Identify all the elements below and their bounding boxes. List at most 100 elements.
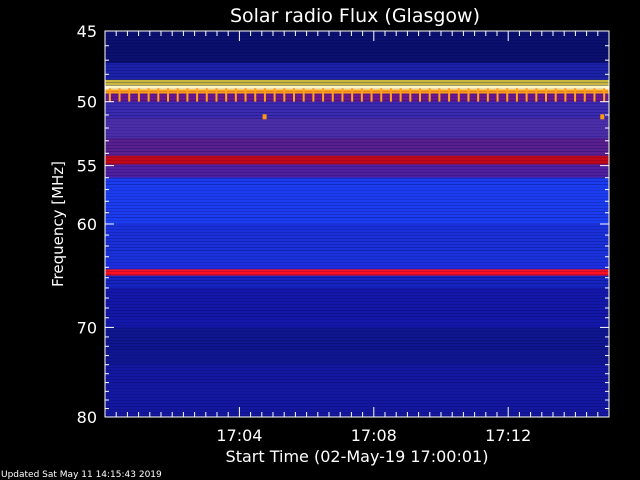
striation-line	[105, 130, 609, 131]
striation-line	[105, 142, 609, 143]
striation-line	[105, 52, 609, 53]
striation-line	[105, 301, 609, 302]
spectrum-band	[105, 63, 609, 80]
striation-line	[105, 304, 609, 305]
striation-line	[105, 166, 609, 167]
interference-spike	[360, 88, 363, 102]
interference-spike	[283, 88, 286, 102]
striation-line	[105, 43, 609, 44]
interference-spike	[545, 88, 547, 102]
y-tick-label: 55	[77, 157, 97, 176]
interference-spike	[263, 88, 266, 102]
interference-spike	[564, 88, 567, 102]
striation-line	[105, 253, 609, 254]
striation-line	[105, 64, 609, 65]
striation-line	[105, 136, 609, 137]
y-tick-label: 70	[77, 318, 97, 337]
striation-line	[105, 241, 609, 242]
striation-line	[105, 397, 609, 398]
striation-line	[105, 139, 609, 140]
striation-line	[105, 178, 609, 179]
x-axis-label: Start Time (02-May-19 17:00:01)	[226, 447, 489, 466]
interference-spike	[457, 88, 460, 102]
striation-line	[105, 46, 609, 47]
striation-line	[105, 112, 609, 113]
interference-spike	[225, 88, 228, 102]
striation-line	[105, 82, 609, 83]
spectrum-band	[105, 138, 609, 156]
striation-line	[105, 340, 609, 341]
interference-spike	[477, 88, 480, 102]
interference-spike	[380, 88, 383, 102]
striation-line	[105, 277, 609, 278]
interference-spike	[157, 88, 160, 102]
interference-spike	[399, 88, 402, 102]
interference-spike	[176, 88, 179, 102]
striation-line	[105, 268, 609, 269]
striation-line	[105, 262, 609, 263]
striation-line	[105, 211, 609, 212]
striation-line	[105, 379, 609, 380]
interference-spike	[409, 88, 412, 102]
interference-spike	[448, 88, 451, 102]
spectrum-band	[105, 93, 609, 102]
striation-line	[105, 403, 609, 404]
striation-line	[105, 328, 609, 329]
y-axis-ticks: 45 50 55 60 70 80	[77, 22, 609, 427]
striation-line	[105, 391, 609, 392]
striation-line	[105, 148, 609, 149]
interference-spike	[147, 88, 150, 102]
interference-spike	[593, 88, 596, 102]
striation-line	[105, 286, 609, 287]
interference-spike	[293, 88, 295, 102]
spectrum-band	[105, 269, 609, 276]
striation-line	[105, 319, 609, 320]
striation-line	[105, 385, 609, 386]
striation-line	[105, 394, 609, 395]
interference-spike	[302, 88, 305, 102]
x-tick-label: 17:08	[351, 426, 397, 445]
striation-line	[105, 196, 609, 197]
striation-line	[105, 106, 609, 107]
striation-line	[105, 151, 609, 152]
striation-line	[105, 373, 609, 374]
striation-line	[105, 40, 609, 41]
hotspot-mark	[262, 114, 267, 120]
striation-line	[105, 127, 609, 128]
spectrogram-plot-area	[105, 31, 609, 417]
interference-spike	[554, 88, 557, 102]
striation-line	[105, 226, 609, 227]
interference-spike	[428, 88, 431, 102]
chart-title: Solar radio Flux (Glasgow)	[230, 5, 480, 27]
interference-spike	[496, 88, 499, 102]
striation-line	[105, 103, 609, 104]
striation-line	[105, 322, 609, 323]
striation-line	[105, 250, 609, 251]
striation-line	[105, 400, 609, 401]
y-tick-label: 45	[77, 22, 97, 41]
striation-line	[105, 121, 609, 122]
spectrum-band	[105, 79, 609, 86]
x-tick-label: 17:12	[485, 426, 531, 445]
striation-line	[105, 34, 609, 35]
spectrum-band	[105, 287, 609, 328]
striation-line	[105, 313, 609, 314]
striation-line	[105, 310, 609, 311]
striation-line	[105, 382, 609, 383]
striation-line	[105, 199, 609, 200]
striation-line	[105, 244, 609, 245]
interference-spike	[322, 88, 325, 102]
interference-spike	[341, 88, 344, 102]
spectrum-band	[105, 327, 609, 365]
interference-spike	[244, 88, 247, 102]
striation-line	[105, 193, 609, 194]
y-tick-label: 60	[77, 215, 97, 234]
striation-line	[105, 61, 609, 62]
striation-line	[105, 175, 609, 176]
striation-line	[105, 205, 609, 206]
spectrum-band	[105, 89, 609, 94]
striation-line	[105, 217, 609, 218]
striation-line	[105, 265, 609, 266]
striation-line	[105, 163, 609, 164]
interference-spike	[215, 88, 218, 102]
